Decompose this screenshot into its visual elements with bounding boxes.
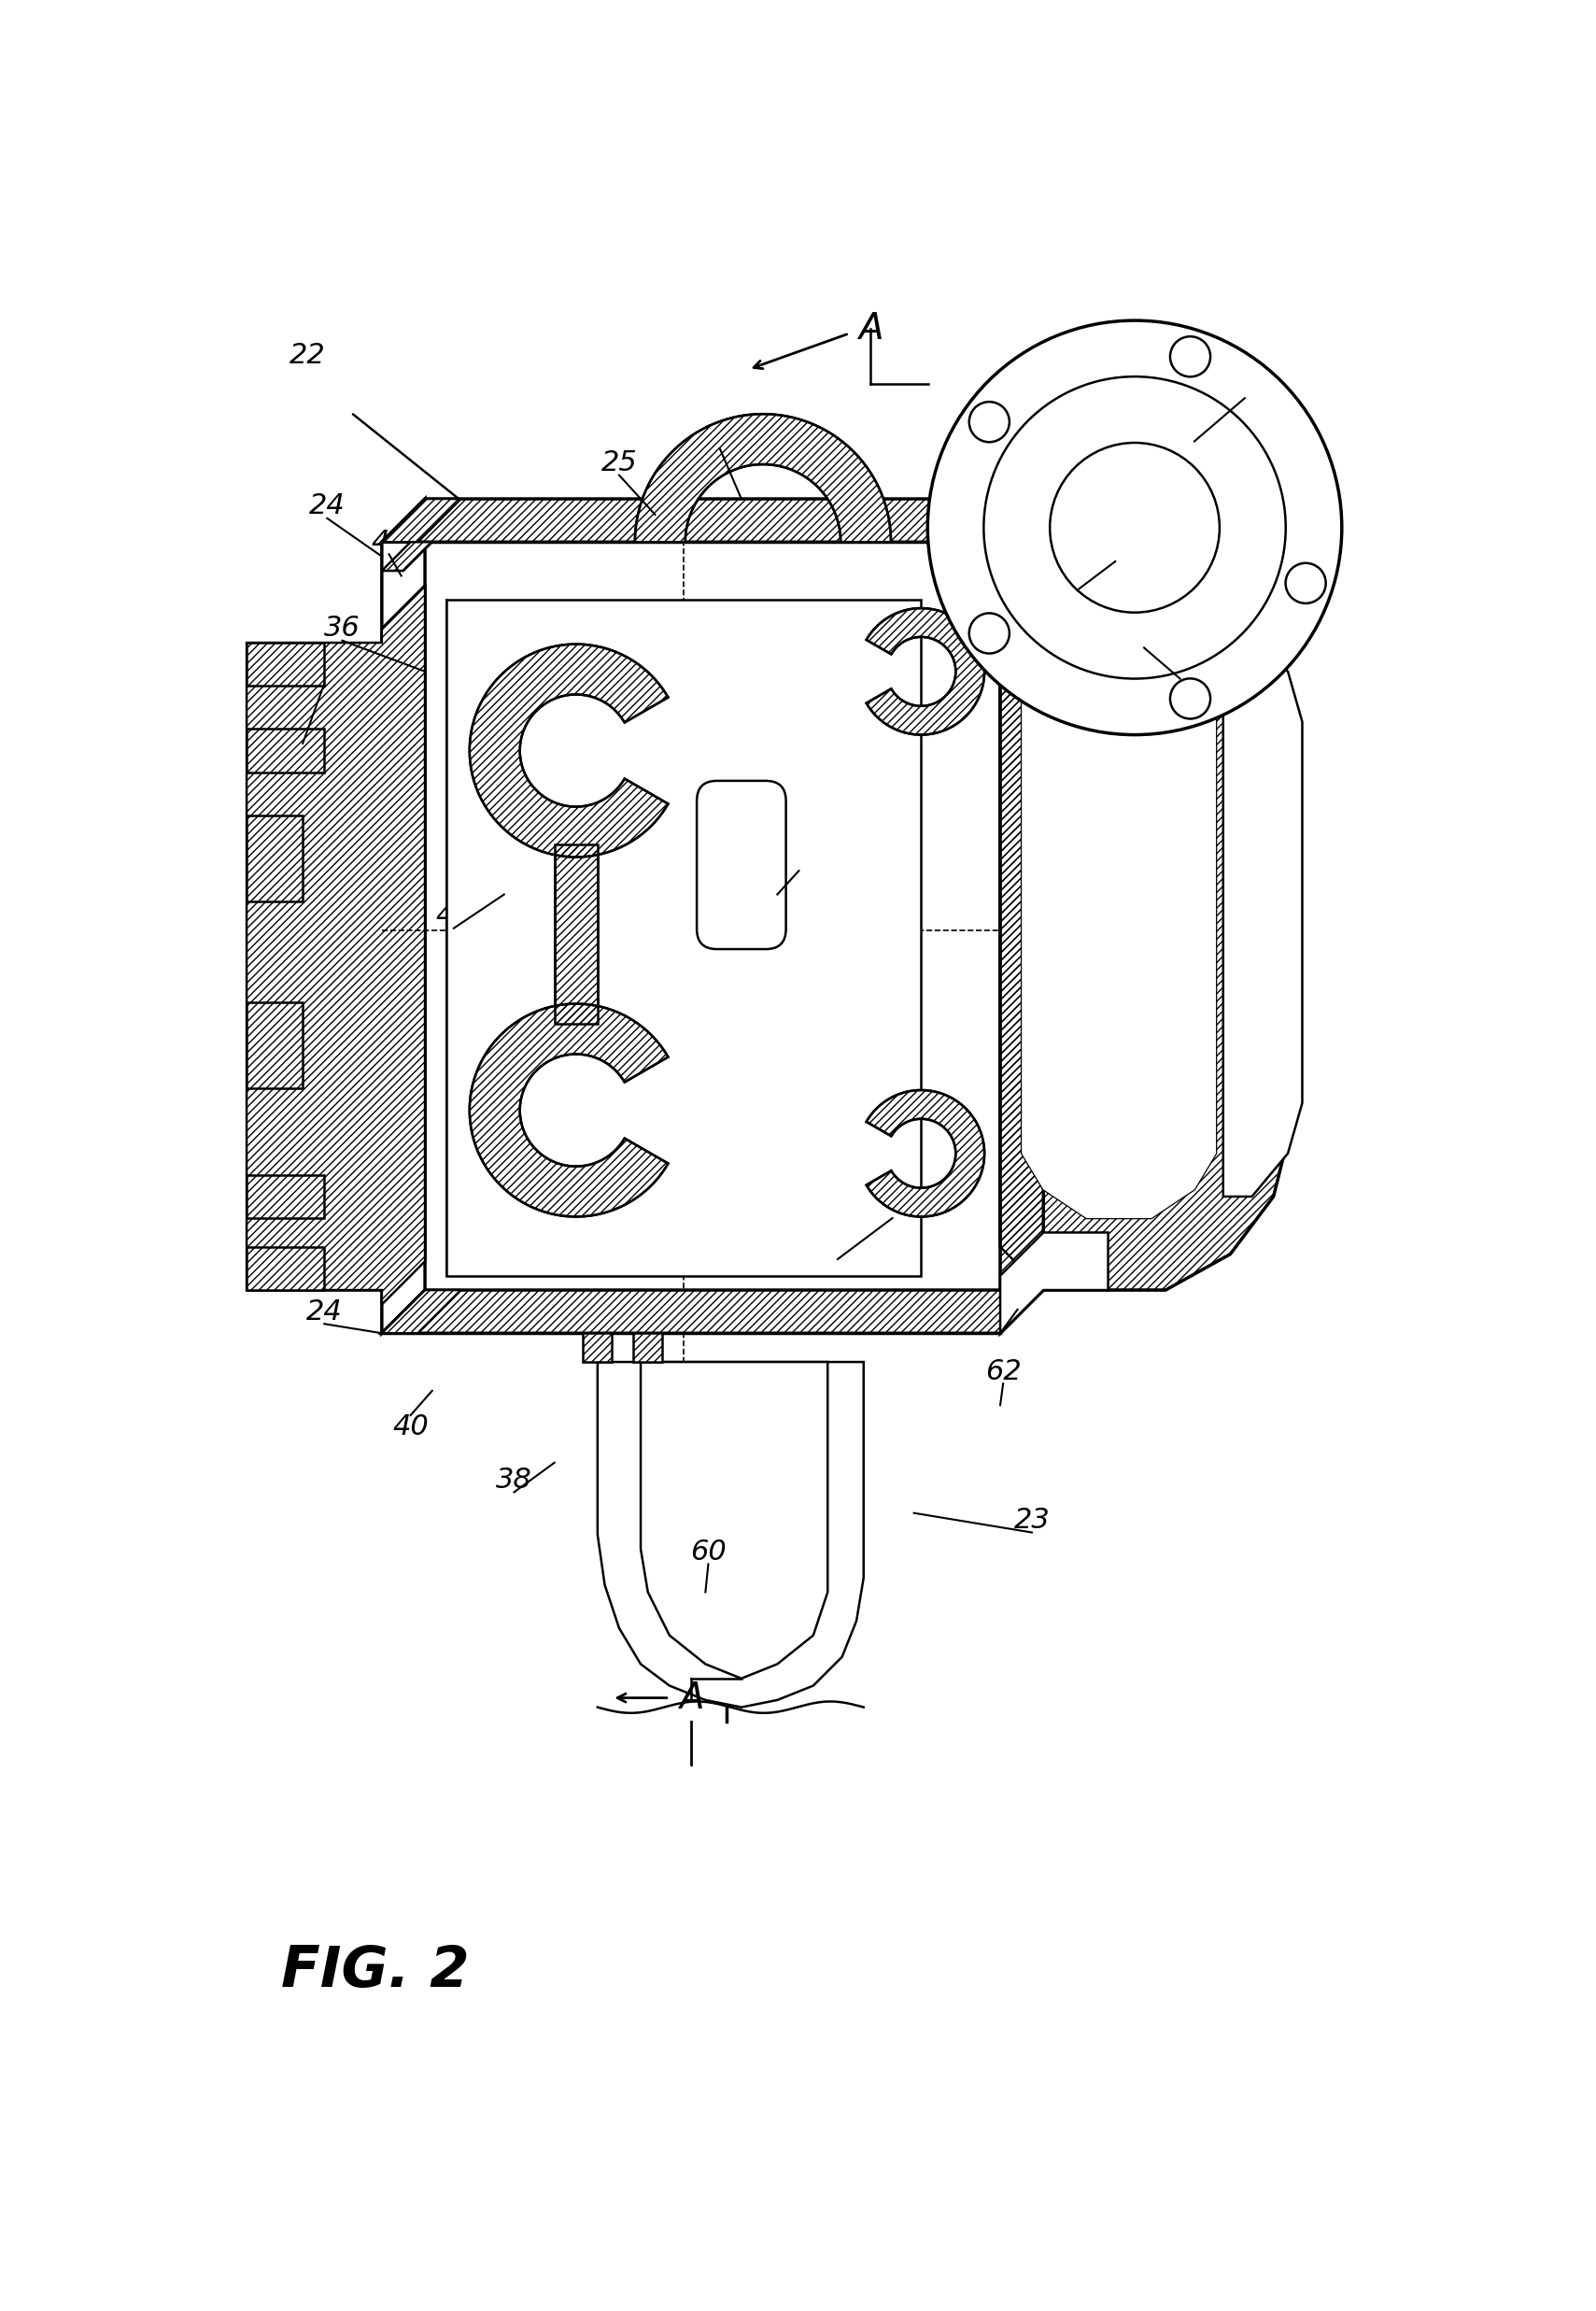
Circle shape	[927, 321, 1342, 735]
Polygon shape	[635, 414, 891, 543]
Polygon shape	[381, 499, 1044, 543]
Circle shape	[1170, 337, 1210, 377]
Text: 24: 24	[306, 1299, 343, 1324]
Polygon shape	[381, 1290, 461, 1333]
Polygon shape	[469, 645, 669, 857]
Circle shape	[1050, 444, 1219, 612]
Text: 46: 46	[436, 904, 472, 929]
Text: 42: 42	[1096, 536, 1133, 564]
Polygon shape	[554, 844, 597, 1024]
Text: 36: 36	[324, 615, 361, 642]
Text: 62: 62	[985, 1359, 1021, 1387]
Circle shape	[969, 612, 1009, 654]
Text: 23: 23	[1013, 1507, 1050, 1535]
Polygon shape	[381, 1290, 1044, 1333]
Text: 44: 44	[306, 659, 343, 684]
Polygon shape	[1001, 543, 1288, 1290]
Circle shape	[1170, 679, 1210, 719]
Polygon shape	[381, 499, 425, 1333]
Text: 26: 26	[702, 423, 737, 451]
Polygon shape	[247, 642, 324, 686]
Polygon shape	[247, 642, 381, 1290]
Polygon shape	[1001, 499, 1108, 599]
Polygon shape	[247, 1248, 324, 1290]
Text: 40: 40	[393, 1412, 429, 1440]
Text: A: A	[678, 1680, 704, 1715]
Text: 26: 26	[999, 1283, 1036, 1310]
Polygon shape	[247, 728, 324, 772]
Text: 40: 40	[370, 529, 407, 555]
Text: 34: 34	[1125, 622, 1162, 649]
Polygon shape	[640, 1361, 828, 1678]
Polygon shape	[634, 1333, 662, 1361]
Polygon shape	[867, 1091, 985, 1216]
Polygon shape	[1021, 615, 1216, 1218]
Text: A: A	[859, 312, 883, 347]
Polygon shape	[867, 608, 985, 735]
Polygon shape	[1001, 499, 1044, 1333]
Polygon shape	[447, 599, 921, 1276]
Circle shape	[983, 377, 1286, 679]
Circle shape	[969, 402, 1009, 441]
Polygon shape	[1001, 1232, 1108, 1333]
Text: 60: 60	[689, 1539, 726, 1565]
Text: 42: 42	[820, 1234, 855, 1259]
Polygon shape	[247, 816, 303, 901]
Text: 38: 38	[496, 1467, 531, 1493]
Polygon shape	[583, 1333, 611, 1361]
Text: FIG. 2: FIG. 2	[281, 1944, 469, 1999]
Polygon shape	[1021, 615, 1216, 1218]
Polygon shape	[247, 1003, 303, 1088]
Polygon shape	[381, 543, 1001, 1333]
Polygon shape	[247, 585, 425, 1303]
FancyBboxPatch shape	[697, 781, 785, 950]
Polygon shape	[381, 499, 461, 543]
Polygon shape	[469, 1003, 669, 1216]
Polygon shape	[247, 1174, 324, 1218]
Text: 25: 25	[602, 448, 637, 476]
Polygon shape	[381, 543, 433, 571]
Text: 24: 24	[310, 492, 345, 520]
Circle shape	[1285, 564, 1326, 603]
Text: 22: 22	[289, 342, 326, 367]
Polygon shape	[597, 1361, 863, 1708]
Text: 48: 48	[780, 846, 817, 871]
Text: 30: 30	[1227, 370, 1262, 397]
Polygon shape	[1223, 636, 1302, 1197]
